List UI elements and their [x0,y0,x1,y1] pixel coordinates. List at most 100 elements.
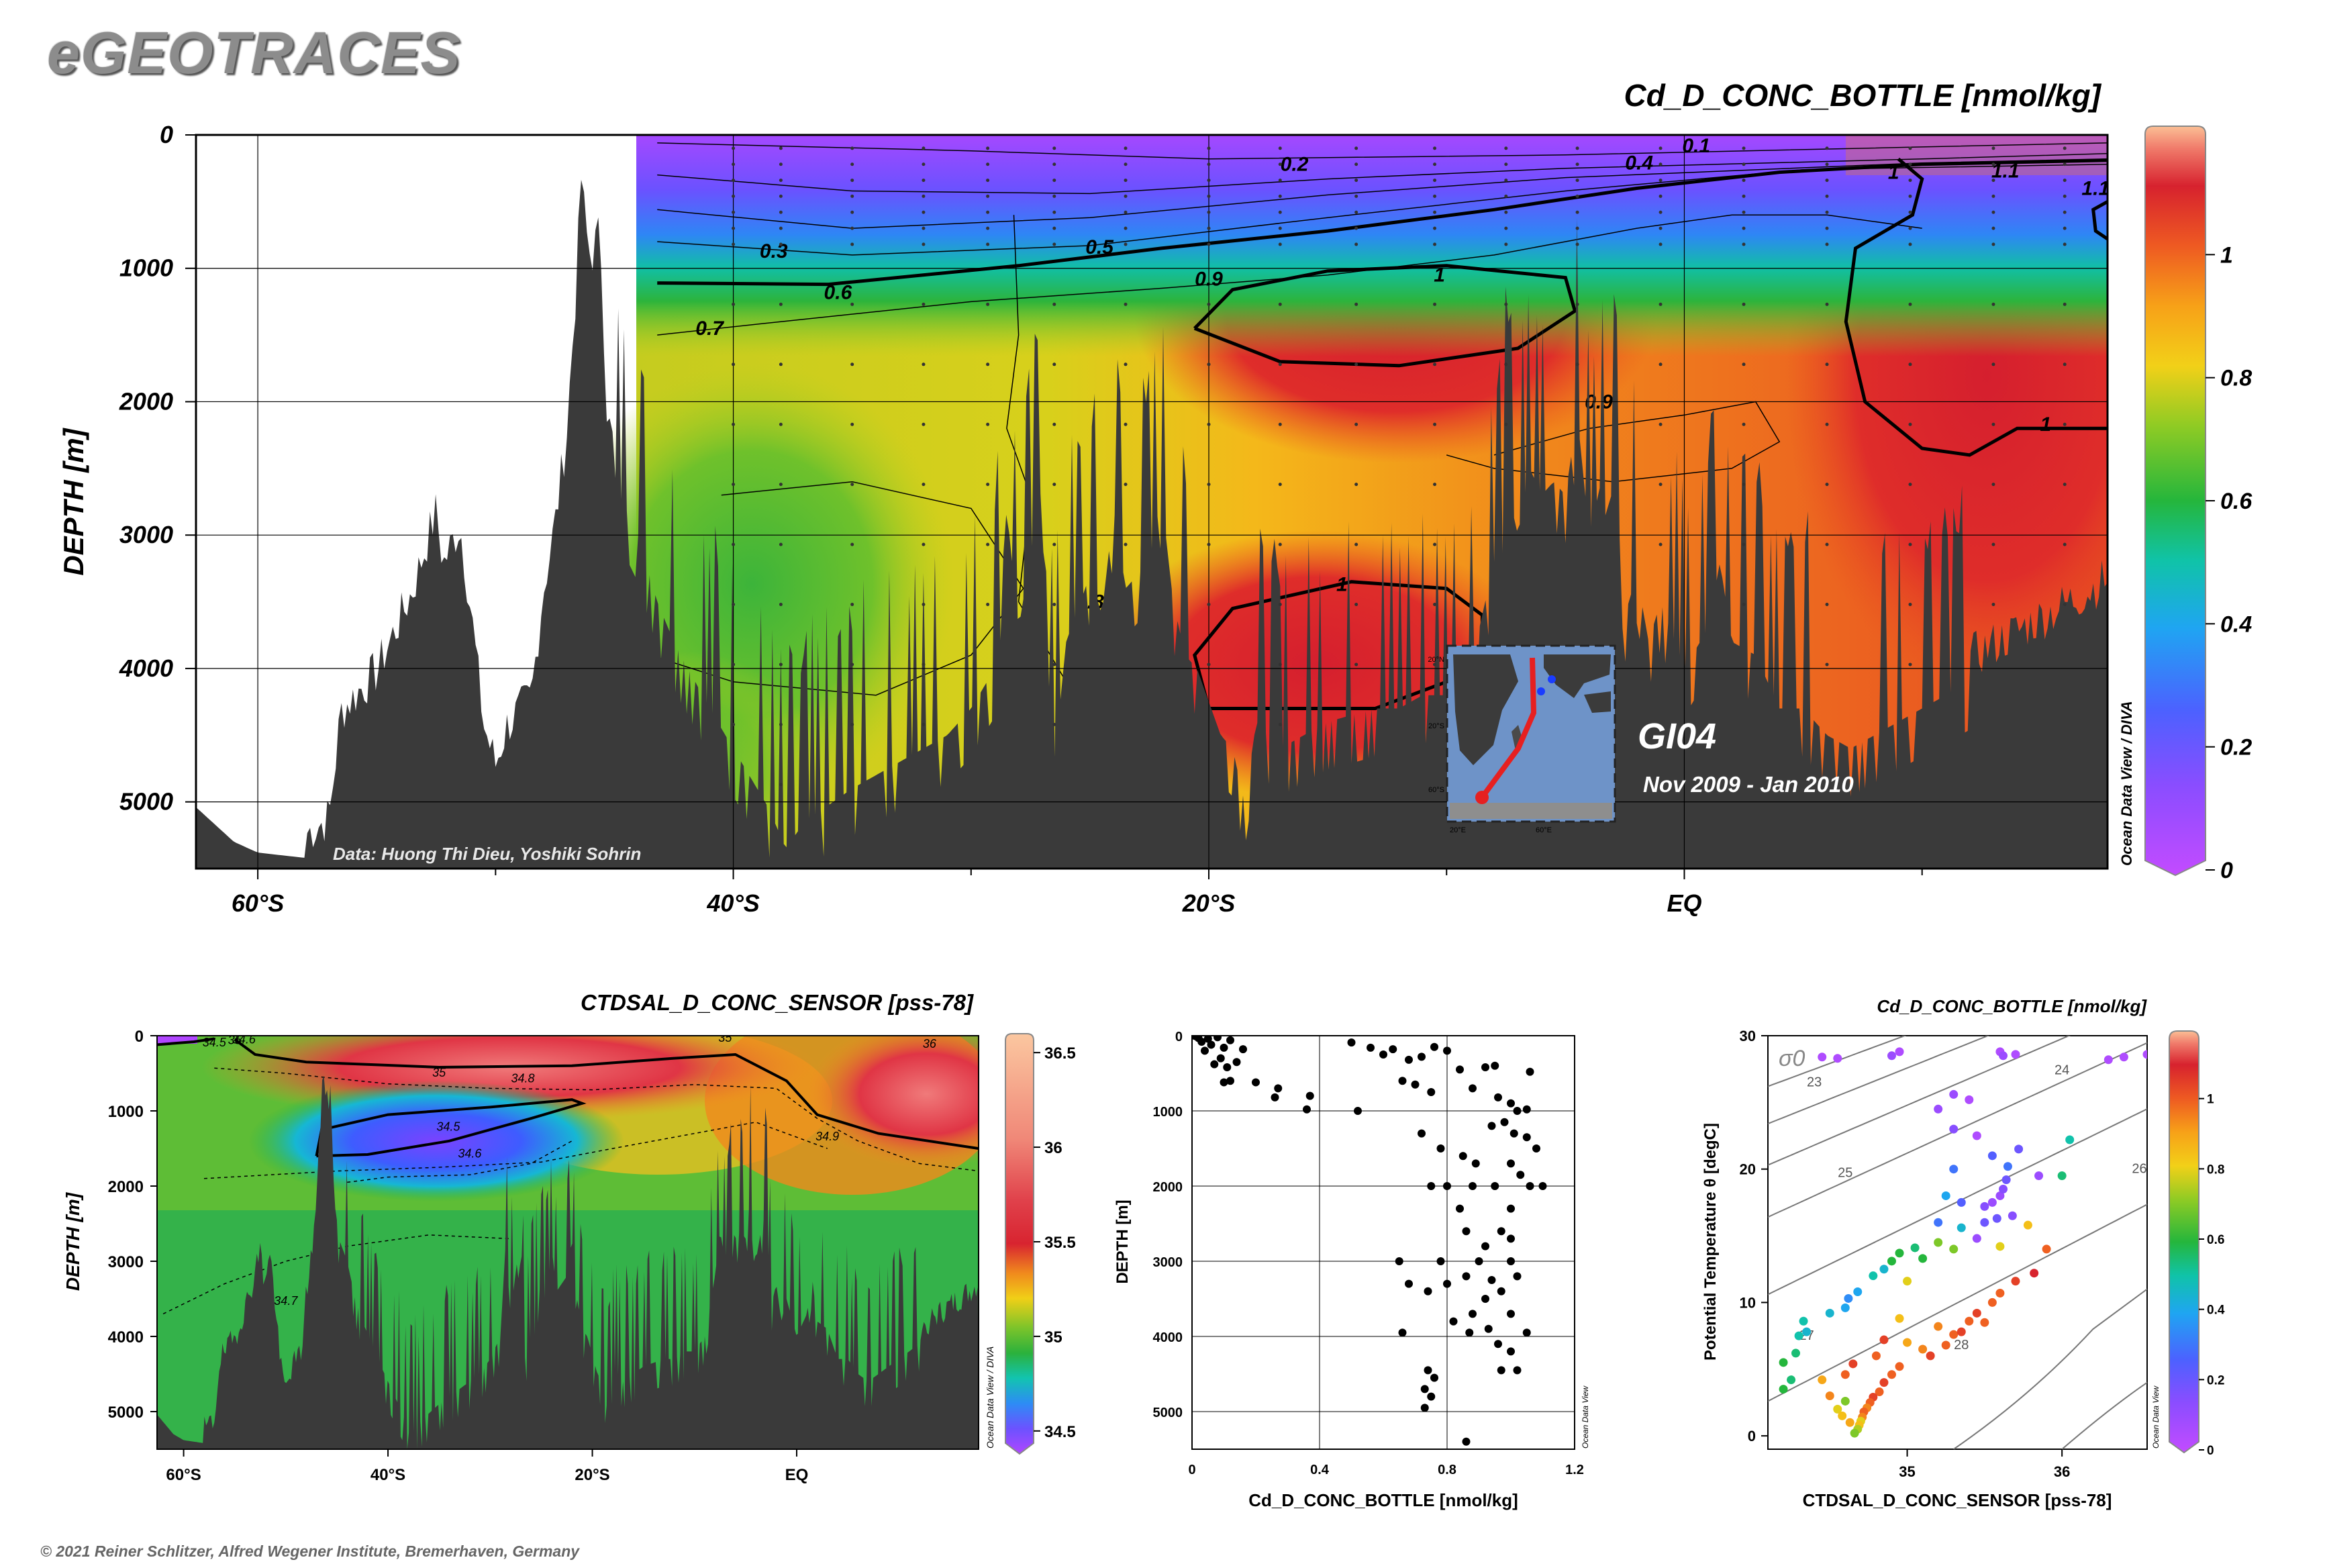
main-sample-point [1504,362,1508,366]
main-sample-point [1052,663,1056,667]
prof-point [1436,1257,1445,1265]
prof-y-tick-label: 4000 [1153,1330,1183,1345]
main-contour-label: 1 [1336,574,1348,596]
main-sample-point [1504,210,1508,214]
ts-point [1879,1378,1889,1387]
main-sample-point [986,422,990,426]
main-sample-point [1207,663,1211,667]
ts-isopycnal [1768,1204,2147,1402]
main-sample-point [1504,162,1508,166]
prof-point [1379,1050,1387,1059]
prof-point [1494,1340,1502,1349]
main-sample-point [1908,210,1912,214]
main-sample-point [1052,362,1056,366]
prof-y-tick-label: 3000 [1153,1255,1183,1270]
main-contour-label: 1 [2040,413,2052,436]
prof-point [1469,1182,1477,1190]
sal-contour-lines [157,1037,979,1315]
ts-point [1987,1151,1997,1161]
main-contour-thin [1446,401,1781,483]
prof-point [1458,1152,1467,1161]
main-colorbar-ticks: 0 0.2 0.4 0.6 0.8 1 [2206,242,2252,883]
prof-point [1214,1036,1222,1042]
main-sample-point [922,603,926,607]
main-sample-point [1433,542,1437,546]
ts-point [1965,1095,1974,1104]
main-sample-point [1991,603,1995,607]
ts-y-tick-label: 0 [1748,1428,1756,1444]
ts-point [1779,1358,1788,1367]
prof-point [1507,1234,1515,1243]
main-colorbar-tick-label: 0.6 [2220,489,2252,514]
prof-axis-ticks: 0 0.4 0.8 1.2 0 1000 2000 3000 4000 5000 [1153,1030,1584,1477]
ts-colorbar-tick-label: 0.2 [2207,1373,2224,1387]
ts-point [1957,1327,1966,1336]
prof-point [1494,1093,1502,1101]
main-sample-point [850,542,854,546]
main-sample-point [1278,542,1282,546]
ts-point [1949,1089,1959,1099]
main-sample-point [1124,483,1128,487]
main-sample-point [1207,422,1211,426]
main-sample-point [1991,162,1995,166]
main-sample-point [1052,422,1056,426]
prof-point [1507,1310,1515,1318]
main-sample-point [986,226,990,230]
sal-contour-thick [234,1038,979,1150]
prof-point [1436,1144,1445,1153]
sal-contour-label: 35 [228,1034,242,1047]
main-sample-point [986,146,990,150]
main-y-tick-label: 0 [160,121,173,148]
prof-point [1201,1046,1209,1055]
main-sample-point [1742,179,1746,183]
main-sample-point [986,179,990,183]
ts-point [1895,1362,1904,1371]
ts-point [2011,1277,2020,1286]
main-sample-point [1504,242,1508,246]
ts-point [2003,1162,2012,1171]
main-gridlines [196,134,2108,869]
sal-contour-thick [315,1098,587,1158]
ts-point [1875,1387,1884,1397]
prof-point [1484,1324,1493,1333]
main-sample-point [1991,242,1995,246]
main-sample-point [850,146,854,150]
main-colorbar: 0 0.2 0.4 0.6 0.8 1 Ocean Data View / DIVA [2118,126,2252,883]
main-sample-point [986,362,990,366]
main-sample-point [986,162,990,166]
main-sample-point [850,302,854,306]
sal-contour-label: 34.6 [458,1147,482,1161]
sal-colorbar-tick-label: 36.5 [1044,1044,1076,1063]
sal-y-tick-label: 1000 [108,1103,144,1121]
ts-point [1879,1265,1889,1274]
main-sample-point [850,422,854,426]
main-y-tick-label: 3000 [119,521,173,548]
main-sample-point [1124,210,1128,214]
ts-point [1934,1238,1943,1247]
main-y-tick-label: 2000 [119,387,173,415]
main-sample-point [2063,422,2067,426]
ts-x-tick-label: 36 [2054,1463,2070,1480]
main-sample-point [1207,226,1211,230]
main-sample-point [1575,210,1579,214]
prof-point [1197,1037,1206,1046]
main-sample-point [1433,302,1437,306]
ts-point [1949,1244,1959,1254]
ts-point [1787,1375,1796,1385]
main-sample-point [1124,362,1128,366]
ts-colorbar-tick-label: 0.6 [2207,1233,2224,1247]
sal-aaiw-fresh-core [248,1081,624,1202]
main-sample-point [779,146,783,150]
main-sample-point [1052,242,1056,246]
main-data-credit: Data: Huong Thi Dieu, Yoshiki Sohrin [333,844,641,864]
main-sample-point [1124,302,1128,306]
ts-point [1972,1234,1981,1243]
main-sample-point [1207,162,1211,166]
main-sample-point [732,483,736,487]
main-sample-point [1742,362,1746,366]
sal-y-tick-label: 0 [135,1028,144,1046]
main-sample-point [1278,422,1282,426]
prof-point [1405,1279,1413,1288]
ts-point [1957,1223,1966,1232]
main-sample-point [1354,226,1358,230]
